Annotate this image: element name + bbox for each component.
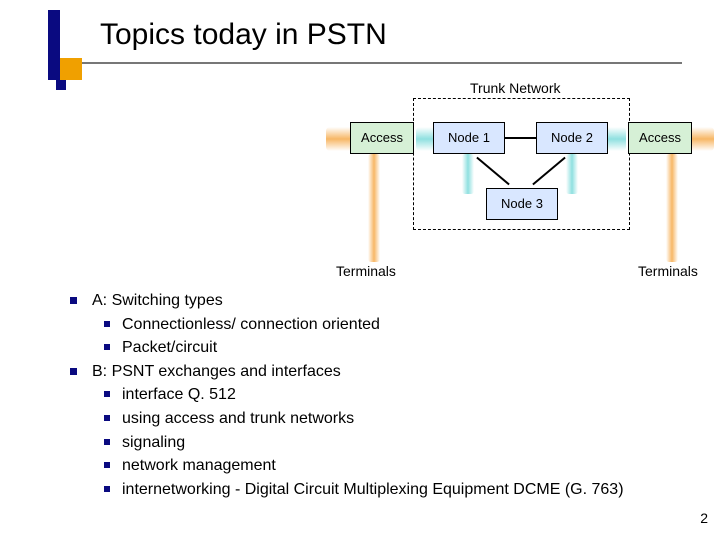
node-1-label: Node 1 [448, 130, 490, 146]
list-item: internetworking - Digital Circuit Multip… [70, 479, 690, 501]
access-right-label: Access [639, 130, 681, 146]
deco-orange-square [60, 58, 82, 80]
bullet-icon [70, 297, 77, 304]
bullet-icon [104, 344, 110, 350]
slide: Topics today in PSTN Trunk Network Node … [0, 0, 720, 540]
terminals-right-label: Terminals [638, 263, 698, 279]
bullet-icon [104, 415, 110, 421]
network-diagram: Trunk Network Node 1 Node 2 Node 3 Acce [378, 80, 708, 310]
list-item: Connectionless/ connection oriented [70, 314, 690, 336]
list-item: using access and trunk networks [70, 408, 690, 430]
glow-cyan-v-left [462, 154, 474, 194]
node-3-box: Node 3 [486, 188, 558, 220]
list-item: Packet/circuit [70, 337, 690, 359]
bullet-icon [104, 321, 110, 327]
node-1-box: Node 1 [433, 122, 505, 154]
access-right-box: Access [628, 122, 692, 154]
node-2-label: Node 2 [551, 130, 593, 146]
list-item: interface Q. 512 [70, 384, 690, 406]
list-item: signaling [70, 432, 690, 454]
list-item: network management [70, 455, 690, 477]
access-left-box: Access [350, 122, 414, 154]
page-number: 2 [700, 510, 708, 526]
item-b-label: B: PSNT exchanges and interfaces [92, 363, 341, 380]
item-a2-label: Packet/circuit [122, 339, 217, 356]
glow-orange-v-right [666, 154, 678, 262]
list-item: A: Switching types [70, 290, 690, 312]
trunk-label: Trunk Network [470, 80, 561, 96]
item-b4-label: network management [122, 457, 276, 474]
edge-n1-n2 [505, 137, 536, 139]
bullet-icon [104, 462, 110, 468]
item-b5-label: internetworking - Digital Circuit Multip… [122, 481, 624, 498]
item-a1-label: Connectionless/ connection oriented [122, 316, 380, 333]
bullet-icon [104, 391, 110, 397]
bullet-icon [104, 439, 110, 445]
deco-gray-bar [82, 62, 682, 64]
item-b1-label: interface Q. 512 [122, 386, 236, 403]
glow-cyan-v-right [566, 154, 578, 194]
list-item: B: PSNT exchanges and interfaces [70, 361, 690, 383]
node-2-box: Node 2 [536, 122, 608, 154]
item-b2-label: using access and trunk networks [122, 410, 354, 427]
access-left-label: Access [361, 130, 403, 146]
glow-orange-v-left [368, 154, 380, 262]
node-3-label: Node 3 [501, 196, 543, 212]
bullet-list: A: Switching types Connectionless/ conne… [70, 290, 690, 502]
terminals-left-label: Terminals [336, 263, 396, 279]
deco-blue-bar [48, 10, 60, 80]
bullet-icon [104, 486, 110, 492]
item-a-label: A: Switching types [92, 292, 223, 309]
deco-blue-small-square [56, 80, 66, 90]
page-title: Topics today in PSTN [100, 18, 387, 52]
bullet-icon [70, 368, 77, 375]
item-b3-label: signaling [122, 434, 185, 451]
